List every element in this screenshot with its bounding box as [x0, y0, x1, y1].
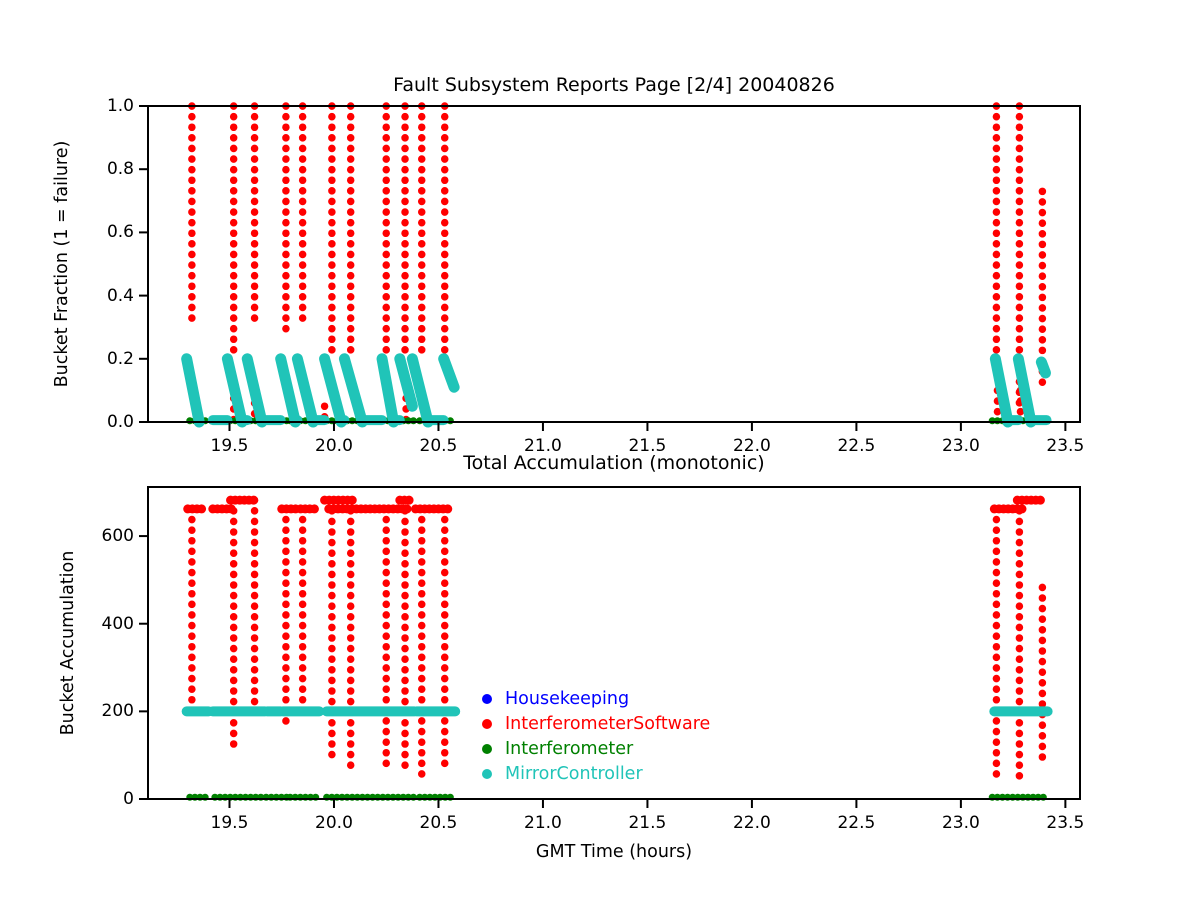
x-tick-label: 22.5 — [837, 813, 876, 833]
legend-marker-dot — [482, 718, 492, 729]
series-MirrorController-streak — [376, 353, 400, 428]
y-tick-label: 0.4 — [106, 285, 134, 306]
x-tick-label: 22.0 — [732, 436, 771, 456]
series-MirrorController-streak — [241, 353, 268, 428]
y-tick-label: 0.0 — [106, 412, 134, 432]
legend: Housekeeping InterferometerSoftware Inte… — [482, 686, 710, 786]
series-MirrorController-streak — [394, 353, 418, 412]
series-MirrorController-streak — [275, 353, 301, 428]
legend-item: Housekeeping — [482, 686, 710, 711]
legend-item: MirrorController — [482, 761, 710, 786]
top-chart-y-axis-label: Bucket Fraction (1 = failure) — [52, 140, 72, 388]
x-tick-label: 21.5 — [628, 813, 667, 833]
legend-item: Interferometer — [482, 736, 710, 761]
x-tick-label: 20.0 — [315, 436, 353, 456]
legend-item-label: InterferometerSoftware — [505, 713, 711, 734]
series-MirrorController-streak — [319, 353, 347, 428]
bottom-chart-x-axis-label: GMT Time (hours) — [535, 842, 693, 862]
x-tick-label: 23.0 — [941, 813, 980, 833]
x-tick-label: 22.0 — [732, 813, 771, 833]
top-chart-title: Fault Subsystem Reports Page [2/4] 20040… — [393, 74, 835, 96]
y-tick-label: 400 — [101, 613, 134, 634]
series-MirrorController-streak — [1035, 356, 1052, 379]
y-tick-label: 0 — [123, 789, 134, 809]
x-tick-label: 19.5 — [210, 436, 249, 456]
legend-item-label: MirrorController — [505, 763, 643, 784]
y-tick-label: 600 — [101, 526, 134, 547]
series-MirrorController-streak — [181, 353, 205, 428]
y-tick-label: 0.8 — [106, 159, 134, 180]
x-tick-label: 23.5 — [1046, 813, 1085, 833]
x-tick-label: 21.0 — [524, 813, 562, 833]
series-MirrorController-streak — [406, 353, 434, 428]
legend-item: InterferometerSoftware — [482, 711, 710, 736]
x-tick-label: 22.5 — [837, 436, 876, 456]
x-tick-label: 19.5 — [210, 813, 249, 833]
series-MirrorController-streak — [221, 353, 248, 428]
x-tick-label: 20.5 — [419, 436, 458, 456]
x-tick-label: 23.5 — [1046, 436, 1085, 456]
y-tick-label: 1.0 — [106, 96, 134, 116]
axes-box — [147, 486, 1081, 800]
x-tick-label: 20.0 — [315, 813, 353, 833]
bottom-chart-y-axis-label: Bucket Accumulation — [58, 550, 78, 736]
y-tick-label: 0.6 — [106, 222, 134, 243]
series-MirrorController-streak — [338, 353, 368, 428]
legend-marker-dot — [482, 693, 492, 704]
x-tick-label: 21.5 — [628, 436, 667, 456]
legend-item-label: Housekeeping — [505, 688, 630, 709]
y-tick-label: 0.2 — [106, 348, 134, 369]
x-tick-label: 23.0 — [941, 436, 980, 456]
y-tick-label: 200 — [101, 701, 134, 722]
series-MirrorController-streak — [1012, 353, 1037, 428]
legend-item-label: Interferometer — [505, 738, 634, 759]
x-tick-label: 20.5 — [419, 813, 458, 833]
series-MirrorController-streak — [438, 353, 460, 393]
axes-box — [147, 105, 1081, 423]
series-MirrorController-streak — [291, 353, 319, 428]
legend-marker-dot — [482, 743, 492, 754]
series-MirrorController-streak — [989, 353, 1014, 428]
bottom-chart-title: Total Accumulation (monotonic) — [463, 452, 765, 474]
legend-marker-dot — [482, 768, 492, 779]
x-tick-label: 21.0 — [524, 436, 562, 456]
